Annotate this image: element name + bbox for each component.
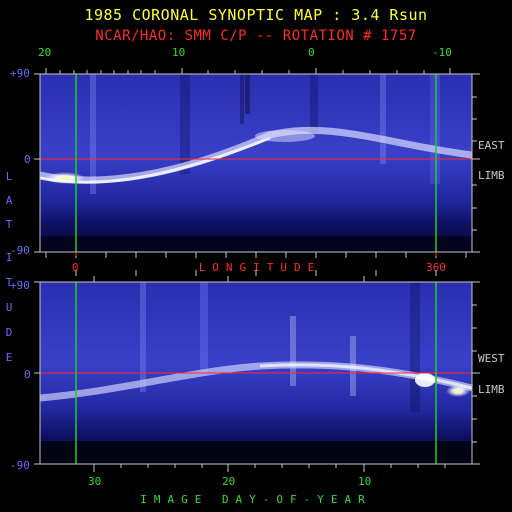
map-title: 1985 CORONAL SYNOPTIC MAP : 3.4 Rsun bbox=[84, 6, 428, 24]
lat-axis-letter: I bbox=[5, 251, 13, 264]
bottom-synoptic-map bbox=[34, 276, 480, 472]
bottom-frame-ticks bbox=[34, 281, 480, 472]
west-label: WEST bbox=[478, 352, 505, 365]
lat-axis-letter: U bbox=[5, 301, 13, 314]
lon-tick-360: 360 bbox=[426, 261, 446, 274]
lat-axis-letter: T bbox=[5, 218, 13, 231]
top-day-tick-10: 10 bbox=[172, 46, 186, 59]
top-frame-ticks bbox=[34, 68, 480, 253]
top-lat-plus90: +90 bbox=[10, 67, 30, 80]
bottom-day-tick-20: 20 bbox=[222, 475, 236, 488]
day-of-year-axis-label: IMAGE DAY-OF-YEAR bbox=[140, 493, 372, 506]
bottom-bright-spot-2 bbox=[446, 385, 470, 397]
lat-axis-letter: L bbox=[5, 170, 13, 183]
bottom-day-tick-30: 30 bbox=[88, 475, 102, 488]
top-map-background bbox=[40, 74, 472, 252]
top-map-streaks bbox=[90, 74, 440, 194]
top-lat-minus90: -90 bbox=[10, 244, 30, 257]
bottom-lat-plus90: +90 bbox=[10, 279, 30, 292]
bottom-lat-minus90: -90 bbox=[10, 459, 30, 472]
lat-axis-letter: D bbox=[5, 326, 13, 339]
top-bright-spot bbox=[45, 172, 85, 184]
lon-tick-0: 0 bbox=[72, 261, 79, 274]
longitude-axis-label: LONGITUDE bbox=[198, 261, 322, 274]
top-day-tick-0: 0 bbox=[308, 46, 315, 59]
east-label: EAST bbox=[478, 139, 505, 152]
top-synoptic-map bbox=[34, 68, 480, 253]
lat-axis-letter: T bbox=[5, 276, 13, 289]
top-lat-zero: 0 bbox=[24, 153, 31, 166]
top-day-tick-20: 20 bbox=[38, 46, 52, 59]
bottom-day-tick-10: 10 bbox=[358, 475, 372, 488]
east-limb-label: LIMB bbox=[478, 169, 505, 182]
lat-axis-letter: A bbox=[5, 194, 13, 207]
top-day-tick-minus10: -10 bbox=[432, 46, 452, 59]
west-limb-label: LIMB bbox=[478, 383, 505, 396]
lat-axis-letter: E bbox=[5, 351, 13, 364]
bottom-bright-spot-1 bbox=[415, 373, 435, 387]
longitude-tick-row bbox=[45, 252, 467, 276]
bottom-lat-zero: 0 bbox=[24, 368, 31, 381]
map-subtitle: NCAR/HAO: SMM C/P -- ROTATION # 1757 bbox=[95, 28, 417, 44]
